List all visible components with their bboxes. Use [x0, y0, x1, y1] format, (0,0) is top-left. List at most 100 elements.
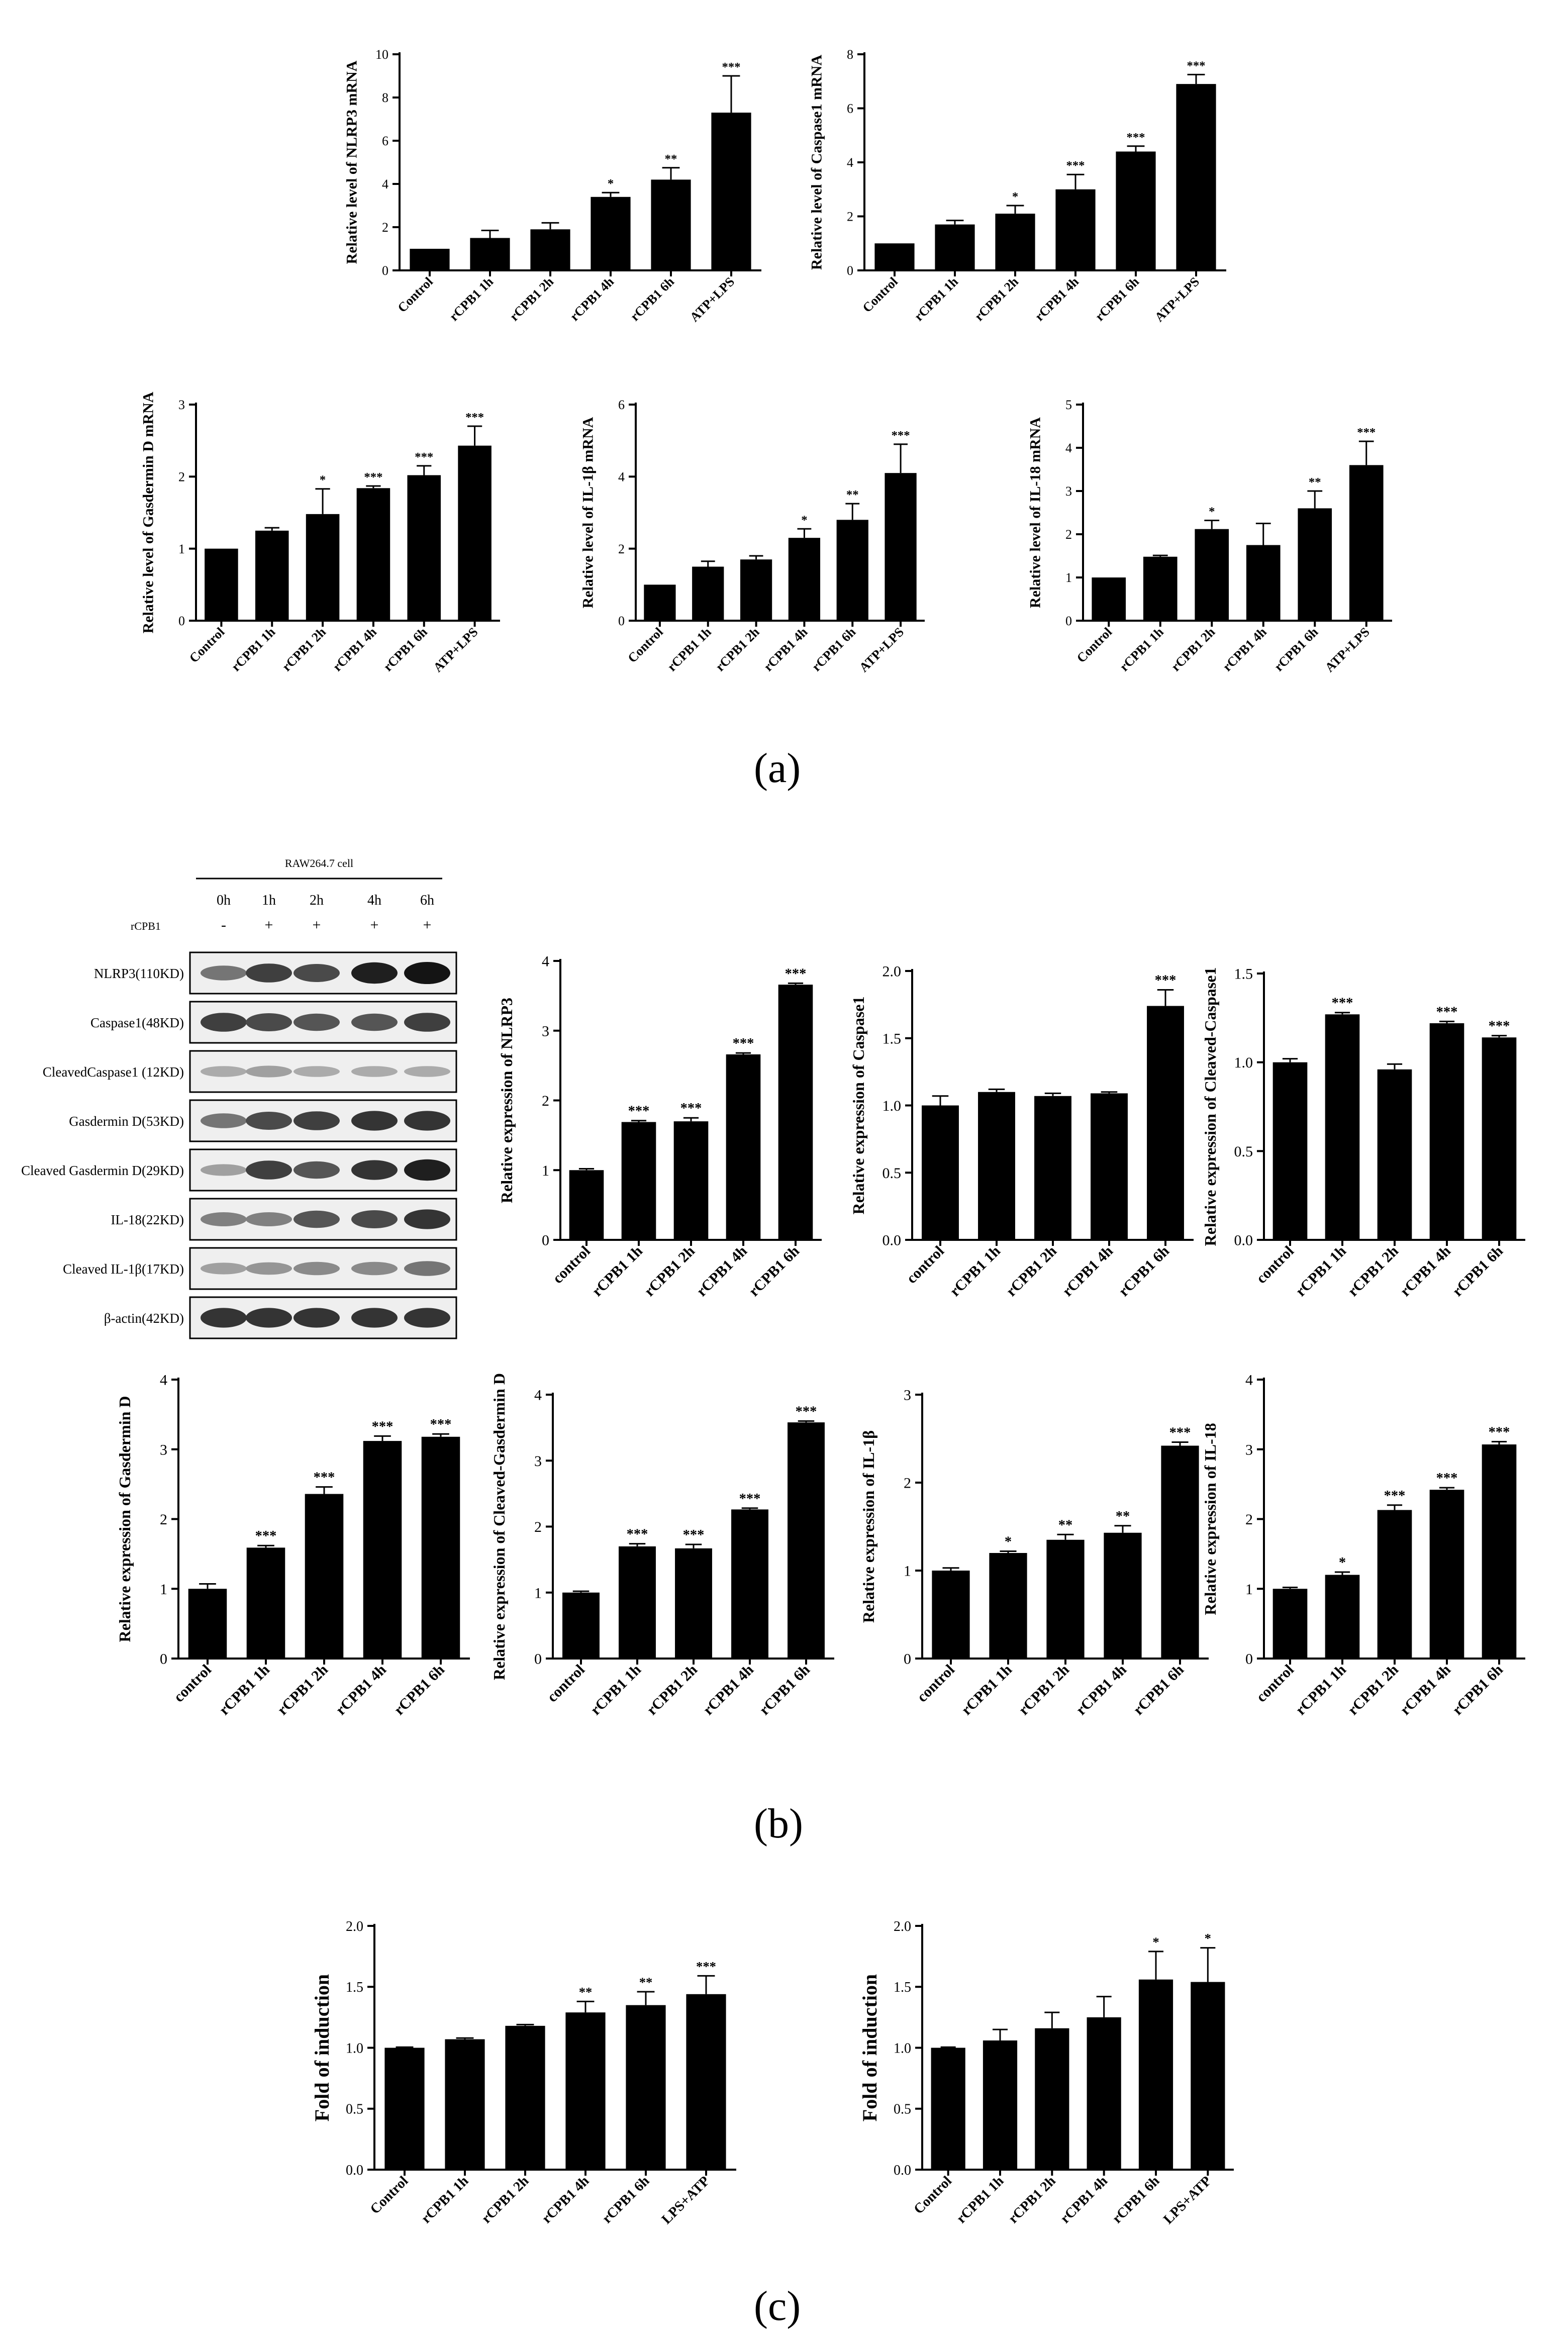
- x-tick-label: control: [914, 1662, 958, 1706]
- band-label: NLRP3(110KD): [94, 966, 184, 981]
- y-tick-label: 6: [847, 102, 853, 116]
- significance-label: ***: [627, 1527, 648, 1542]
- y-axis-title: Relative expression of Gasdermin D: [116, 1396, 134, 1642]
- bar: [922, 1105, 959, 1240]
- significance-label: ***: [739, 1491, 761, 1507]
- y-tick-label: 4: [1245, 1372, 1253, 1389]
- x-tick-label: rCPB1 6h: [809, 624, 859, 674]
- chart-b6: 0 1 2 3 Relative expression of IL-1β control *…: [859, 1387, 1209, 1718]
- bar: [1104, 1532, 1142, 1659]
- y-tick-label: 1.5: [894, 1980, 911, 1995]
- treatment-sign: +: [313, 917, 321, 933]
- bar: [740, 559, 772, 621]
- protein-band: [246, 1160, 292, 1180]
- significance-label: **: [1058, 1517, 1073, 1533]
- significance-label: ***: [364, 470, 382, 484]
- significance-label: ***: [1126, 131, 1145, 144]
- protein-band: [293, 964, 340, 982]
- y-tick-label: 2.0: [894, 1919, 911, 1934]
- x-tick-label: rCPB1 4h: [567, 274, 617, 324]
- x-tick-label: rCPB1 2h: [643, 1661, 701, 1718]
- x-tick-label: rCPB1 6h: [599, 2173, 652, 2226]
- protein-band: [404, 1111, 450, 1131]
- y-tick-label: 0: [160, 1651, 167, 1668]
- bar: [1429, 1490, 1464, 1659]
- x-tick-label: rCPB1 4h: [1220, 624, 1269, 674]
- y-tick-label: 1: [904, 1563, 911, 1580]
- chart-b3: 0.0 0.5 1.0 1.5 Relative expression of Cleav…: [1201, 966, 1525, 1300]
- significance-label: *: [320, 473, 326, 487]
- x-tick-label: rCPB1 2h: [1006, 2173, 1059, 2226]
- bar: [246, 1547, 285, 1659]
- bar: [1195, 529, 1229, 621]
- significance-label: *: [1339, 1555, 1346, 1571]
- significance-label: ***: [314, 1470, 335, 1486]
- protein-band: [404, 1159, 450, 1181]
- chart-b2: 0.0 0.5 1.0 1.5 2.0 Relative expression of Ca…: [849, 963, 1194, 1300]
- bar: [255, 530, 289, 621]
- bar: [305, 1494, 344, 1659]
- protein-band: [201, 1212, 247, 1226]
- bar: [591, 197, 631, 270]
- significance-label: **: [1309, 475, 1321, 489]
- protein-band: [351, 1308, 398, 1328]
- bar: [731, 1509, 768, 1659]
- bar: [1429, 1023, 1464, 1240]
- x-tick-label: rCPB1 6h: [745, 1242, 803, 1300]
- protein-band: [404, 1261, 450, 1276]
- protein-band: [246, 1308, 292, 1328]
- bar: [932, 1571, 970, 1659]
- y-tick-label: 0.0: [346, 2163, 363, 2178]
- significance-label: ***: [255, 1528, 277, 1544]
- y-tick-label: 1.5: [883, 1030, 902, 1047]
- bar: [407, 475, 441, 621]
- x-tick-label: rCPB1 4h: [1072, 1661, 1130, 1718]
- bar: [356, 488, 390, 621]
- treatment-sign: +: [265, 917, 273, 933]
- y-axis-title: Relative level of IL-1β mRNA: [579, 417, 596, 608]
- protein-band: [351, 1111, 398, 1131]
- y-tick-label: 2: [160, 1511, 167, 1528]
- bar: [1325, 1575, 1360, 1659]
- x-tick-label: rCPB1 4h: [1397, 1242, 1454, 1300]
- significance-label: **: [639, 1975, 653, 1990]
- protein-band: [293, 1261, 340, 1276]
- x-tick-label: rCPB1 2h: [1344, 1661, 1402, 1718]
- bar: [1055, 189, 1096, 270]
- significance-label: ***: [722, 60, 740, 74]
- significance-label: ***: [733, 1036, 754, 1051]
- protein-band: [293, 1210, 340, 1228]
- bar: [1161, 1445, 1199, 1659]
- significance-label: *: [1005, 1534, 1012, 1550]
- x-tick-label: rCPB1 4h: [1397, 1661, 1454, 1718]
- bar: [188, 1589, 227, 1659]
- chart-b7: 0 1 2 3 4 Relative expression of IL-18 control…: [1201, 1372, 1525, 1718]
- y-tick-label: 3: [1245, 1441, 1253, 1458]
- bar: [569, 1170, 604, 1240]
- bar: [505, 2025, 545, 2170]
- y-axis-title: Fold of induction: [311, 1974, 333, 2121]
- protein-band: [201, 965, 247, 981]
- y-tick-label: 5: [1065, 398, 1072, 412]
- y-tick-label: 0: [382, 263, 388, 278]
- bar: [470, 238, 510, 270]
- y-tick-label: 0: [542, 1232, 549, 1249]
- y-tick-label: 0.0: [883, 1232, 902, 1249]
- x-tick-label: rCPB1 1h: [229, 624, 278, 674]
- bar: [1482, 1444, 1517, 1659]
- y-tick-label: 4: [534, 1387, 542, 1404]
- significance-label: *: [1152, 1934, 1159, 1950]
- x-tick-label: rCPB1 2h: [713, 624, 762, 674]
- x-tick-label: rCPB1 6h: [390, 1661, 448, 1718]
- x-tick-label: rCPB1 2h: [1344, 1242, 1402, 1300]
- x-tick-label: rCPB1 4h: [693, 1242, 750, 1300]
- y-tick-label: 2: [542, 1093, 549, 1109]
- y-tick-label: 3: [534, 1453, 542, 1470]
- x-tick-label: rCPB1 6h: [1449, 1242, 1506, 1300]
- protein-band: [351, 1261, 398, 1276]
- x-tick-label: rCPB1 4h: [539, 2173, 592, 2226]
- x-tick-label: rCPB1 4h: [330, 624, 379, 674]
- x-tick-label: rCPB1 1h: [946, 1242, 1004, 1300]
- y-tick-label: 1.0: [894, 2040, 911, 2056]
